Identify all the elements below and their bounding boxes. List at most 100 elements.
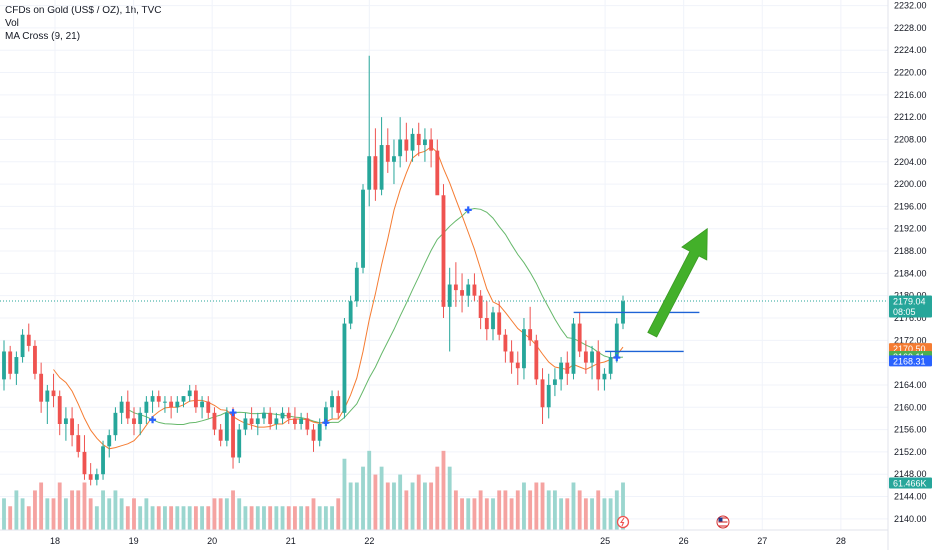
candle-body	[441, 195, 446, 307]
volume-bar	[163, 506, 167, 530]
candle-body	[200, 401, 204, 408]
volume-bar	[373, 474, 378, 530]
flag-canton	[718, 517, 723, 522]
volume-bar	[330, 506, 334, 530]
volume-bar	[509, 498, 514, 530]
candle-body	[385, 145, 390, 162]
volume-bar	[113, 490, 118, 530]
candle-body	[119, 401, 124, 413]
volume-bar	[497, 490, 502, 530]
volume-bar	[20, 498, 25, 530]
volume-bar	[262, 506, 266, 530]
volume-bar	[101, 490, 105, 530]
candle-body	[156, 396, 161, 402]
volume-bar	[255, 506, 260, 530]
candle-body	[330, 396, 334, 408]
volume-bar	[156, 506, 161, 530]
volume-bar	[169, 506, 174, 530]
price-badge	[889, 355, 932, 367]
candle-body	[70, 418, 75, 436]
price-tick-label: 2184.00	[894, 268, 927, 278]
volume-bar	[590, 498, 594, 530]
volume-bar	[39, 482, 44, 530]
candle-body	[237, 429, 242, 458]
time-tick-label: 22	[364, 536, 374, 546]
price-badge-value: 2170.50	[893, 344, 926, 354]
candle-body	[57, 396, 62, 424]
ma-cross-marker	[322, 419, 330, 427]
candle-body	[398, 139, 403, 157]
candle-body	[163, 401, 167, 403]
volume-bar	[119, 498, 124, 530]
candle-body	[460, 290, 464, 296]
volume-bar	[416, 474, 421, 530]
candle-body	[181, 396, 186, 402]
candle-body	[2, 351, 6, 380]
volume-badge	[889, 477, 932, 489]
candle-body	[113, 412, 118, 436]
volume-bar	[398, 474, 403, 530]
volume-bar	[70, 490, 75, 530]
volume-bar	[224, 498, 229, 530]
price-tick-label: 2224.00	[894, 45, 927, 55]
candle-body	[20, 334, 25, 358]
candle-body	[522, 329, 526, 369]
volume-bar	[2, 498, 6, 530]
volume-bar	[361, 466, 365, 530]
volume-bar	[404, 490, 409, 530]
candle-body	[107, 435, 112, 447]
volume-bar	[268, 506, 273, 530]
volume-bar	[583, 498, 588, 530]
volume-bar	[51, 498, 56, 530]
candle-body	[484, 318, 489, 330]
candle-body	[602, 373, 607, 380]
candle-body	[88, 474, 93, 480]
candle-body	[274, 418, 279, 424]
volume-bar	[8, 506, 13, 530]
volume-bar	[621, 482, 625, 530]
candle-body	[373, 156, 378, 190]
candle-body	[379, 145, 384, 190]
candle-body	[299, 418, 304, 424]
candle-body	[125, 401, 130, 419]
volume-bar	[138, 506, 143, 530]
volume-bar	[200, 506, 204, 530]
candle-body	[33, 345, 37, 374]
volume-bar	[577, 490, 582, 530]
candle-body	[82, 451, 87, 475]
candle-body	[565, 362, 570, 374]
volume-bar	[218, 498, 223, 530]
volume-bar	[441, 450, 446, 530]
volume-bar	[602, 498, 607, 530]
volume-bar	[323, 506, 328, 530]
volume-bar	[614, 490, 619, 530]
candle-body	[491, 312, 495, 330]
candle-body	[435, 150, 440, 196]
candle-body	[39, 373, 44, 402]
volume-bar	[447, 466, 452, 530]
volume-bar	[342, 458, 347, 530]
candle-body	[63, 418, 68, 424]
price-tick-label: 2160.00	[894, 402, 927, 412]
candle-body	[293, 418, 297, 424]
volume-bar	[385, 482, 390, 530]
legend-vol: Vol	[5, 18, 19, 29]
candle-body	[540, 379, 545, 408]
candle-body	[596, 351, 601, 380]
ma-cross-marker	[464, 206, 472, 214]
candle-body	[528, 329, 533, 341]
volume-bar	[484, 498, 489, 530]
volume-bar	[293, 506, 297, 530]
volume-bar	[472, 498, 477, 530]
volume-bar	[94, 506, 99, 530]
volume-bar	[552, 490, 557, 530]
candle-body	[268, 412, 273, 424]
volume-bar	[14, 490, 19, 530]
candle-body	[423, 139, 427, 146]
volume-bar	[311, 498, 316, 530]
volume-bar	[528, 490, 533, 530]
candle-body	[45, 390, 50, 402]
ma-slow-line	[127, 207, 624, 425]
candle-body	[175, 401, 180, 408]
